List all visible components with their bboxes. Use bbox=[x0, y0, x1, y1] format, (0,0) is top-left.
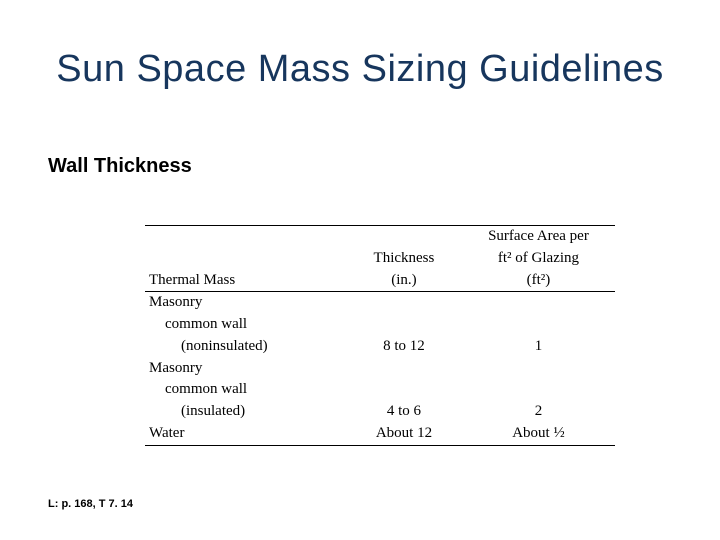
table-row: common wall bbox=[145, 314, 615, 336]
mass-sizing-table: Surface Area per Thickness ft² of Glazin… bbox=[145, 225, 615, 446]
col2-header-line1: Thickness bbox=[346, 248, 462, 270]
row1-area: 1 bbox=[462, 336, 615, 358]
source-footnote: L: p. 168, T 7. 14 bbox=[48, 498, 133, 510]
row2-label-l3: (insulated) bbox=[145, 401, 346, 423]
row2-label-l2: common wall bbox=[145, 379, 346, 401]
slide-subtitle: Wall Thickness bbox=[48, 155, 192, 178]
row1-label-l1: Masonry bbox=[145, 292, 346, 314]
col3-header-line2: ft² of Glazing bbox=[462, 248, 615, 270]
row1-thickness: 8 to 12 bbox=[346, 336, 462, 358]
table-row: (insulated) 4 to 6 2 bbox=[145, 401, 615, 423]
row2-thickness: 4 to 6 bbox=[346, 401, 462, 423]
col3-header-line1: Surface Area per bbox=[462, 226, 615, 248]
slide-title: Sun Space Mass Sizing Guidelines bbox=[0, 48, 720, 91]
table-row: (noninsulated) 8 to 12 1 bbox=[145, 336, 615, 358]
table-row: common wall bbox=[145, 379, 615, 401]
table-row: Water About 12 About ½ bbox=[145, 423, 615, 445]
col3-header-line3: (ft²) bbox=[462, 270, 615, 292]
row3-label-l1: Water bbox=[145, 423, 346, 445]
row1-label-l3: (noninsulated) bbox=[145, 336, 346, 358]
row1-label-l2: common wall bbox=[145, 314, 346, 336]
row2-label-l1: Masonry bbox=[145, 358, 346, 380]
slide: Sun Space Mass Sizing Guidelines Wall Th… bbox=[0, 0, 720, 540]
col1-header: Thermal Mass bbox=[145, 270, 346, 292]
table-row: Masonry bbox=[145, 292, 615, 314]
row2-area: 2 bbox=[462, 401, 615, 423]
row3-area: About ½ bbox=[462, 423, 615, 445]
row3-thickness: About 12 bbox=[346, 423, 462, 445]
table-row: Masonry bbox=[145, 358, 615, 380]
col2-header-line2: (in.) bbox=[346, 270, 462, 292]
